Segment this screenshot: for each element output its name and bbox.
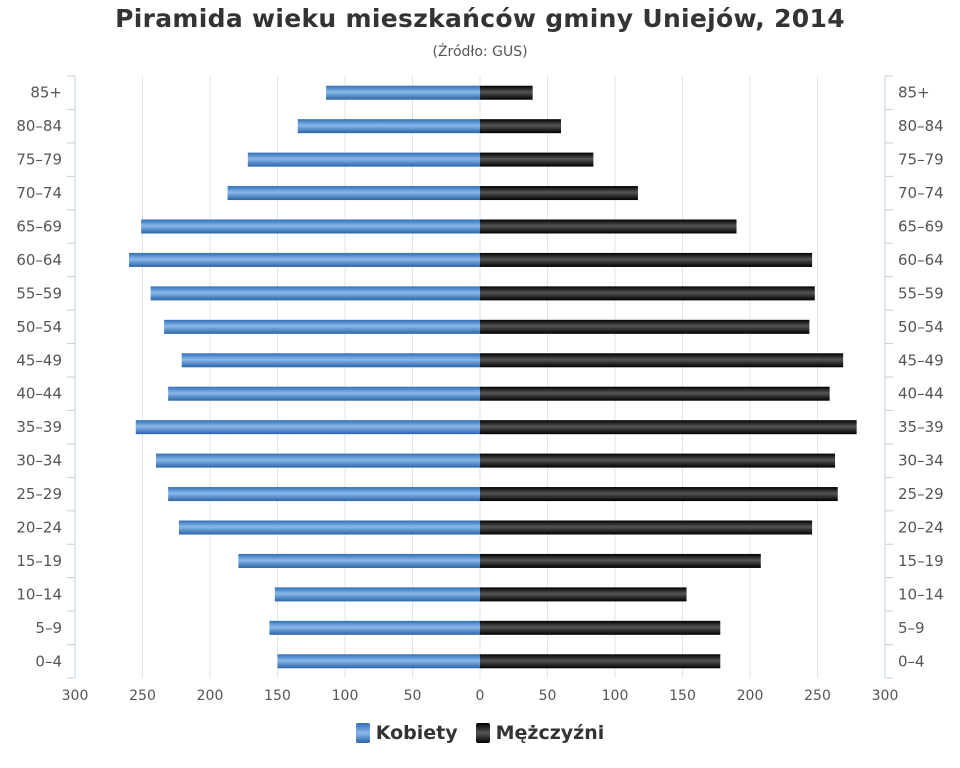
bar-women[interactable] bbox=[274, 587, 480, 602]
bar-women[interactable] bbox=[141, 219, 480, 234]
bar-women[interactable] bbox=[164, 319, 480, 334]
x-tick-label: 0 bbox=[476, 688, 485, 704]
category-label-right: 30–34 bbox=[898, 452, 944, 470]
bar-women[interactable] bbox=[277, 654, 481, 669]
bar-women[interactable] bbox=[129, 252, 480, 267]
bar-men[interactable] bbox=[480, 420, 857, 435]
category-label-right: 65–69 bbox=[898, 218, 944, 236]
legend-item-women[interactable]: Kobiety bbox=[355, 722, 458, 744]
bar-men[interactable] bbox=[480, 620, 721, 635]
category-label-right: 25–29 bbox=[898, 485, 944, 503]
bar-men[interactable] bbox=[480, 286, 815, 301]
category-label-left: 55–59 bbox=[16, 284, 62, 302]
bar-women[interactable] bbox=[168, 386, 480, 401]
category-label-left: 85+ bbox=[30, 84, 62, 102]
bar-women[interactable] bbox=[297, 119, 480, 134]
category-label-right: 5–9 bbox=[898, 619, 925, 637]
bar-men[interactable] bbox=[480, 453, 836, 468]
category-label-right: 10–14 bbox=[898, 585, 944, 603]
legend-label-men: Mężczyźni bbox=[495, 722, 605, 744]
bar-women[interactable] bbox=[156, 453, 480, 468]
category-label-left: 0–4 bbox=[35, 652, 62, 670]
bar-men[interactable] bbox=[480, 353, 844, 368]
category-label-right: 40–44 bbox=[898, 385, 944, 403]
category-label-left: 45–49 bbox=[16, 351, 62, 369]
legend-swatch-women bbox=[355, 723, 370, 743]
category-label-right: 75–79 bbox=[898, 151, 944, 169]
legend-label-women: Kobiety bbox=[375, 722, 458, 744]
category-label-right: 35–39 bbox=[898, 418, 944, 436]
bar-men[interactable] bbox=[480, 386, 830, 401]
bar-men[interactable] bbox=[480, 487, 838, 502]
bar-men[interactable] bbox=[480, 152, 594, 167]
chart-subtitle: (Źródło: GUS) bbox=[432, 44, 528, 60]
category-label-left: 60–64 bbox=[16, 251, 62, 269]
bar-women[interactable] bbox=[326, 85, 480, 100]
category-label-right: 55–59 bbox=[898, 284, 944, 302]
category-label-left: 25–29 bbox=[16, 485, 62, 503]
x-tick-label: 200 bbox=[197, 688, 224, 704]
x-tick-label: 150 bbox=[264, 688, 291, 704]
category-label-left: 80–84 bbox=[16, 117, 62, 135]
bar-men[interactable] bbox=[480, 520, 813, 535]
legend: Kobiety Mężczyźni bbox=[0, 722, 960, 744]
bar-men[interactable] bbox=[480, 219, 737, 234]
category-label-left: 10–14 bbox=[16, 585, 62, 603]
x-tick-label: 250 bbox=[129, 688, 156, 704]
bar-men[interactable] bbox=[480, 119, 561, 134]
category-label-right: 70–74 bbox=[898, 184, 944, 202]
bar-men[interactable] bbox=[480, 587, 687, 602]
category-label-left: 65–69 bbox=[16, 218, 62, 236]
x-tick-label: 150 bbox=[669, 688, 696, 704]
x-tick-label: 100 bbox=[332, 688, 359, 704]
category-label-left: 70–74 bbox=[16, 184, 62, 202]
bar-women[interactable] bbox=[227, 186, 480, 201]
x-tick-label: 200 bbox=[737, 688, 764, 704]
bar-women[interactable] bbox=[135, 420, 480, 435]
category-label-right: 20–24 bbox=[898, 519, 944, 537]
bar-men[interactable] bbox=[480, 85, 533, 100]
bar-women[interactable] bbox=[178, 520, 480, 535]
category-label-right: 0–4 bbox=[898, 652, 925, 670]
x-tick-label: 50 bbox=[539, 688, 557, 704]
legend-swatch-men bbox=[475, 723, 490, 743]
category-label-right: 45–49 bbox=[898, 351, 944, 369]
category-label-left: 5–9 bbox=[35, 619, 62, 637]
category-label-left: 35–39 bbox=[16, 418, 62, 436]
category-label-left: 50–54 bbox=[16, 318, 62, 336]
chart-title: Piramida wieku mieszkańców gminy Uniejów… bbox=[115, 4, 845, 33]
x-tick-label: 50 bbox=[404, 688, 422, 704]
bar-men[interactable] bbox=[480, 186, 638, 201]
category-label-left: 40–44 bbox=[16, 385, 62, 403]
bar-men[interactable] bbox=[480, 553, 761, 568]
bar-women[interactable] bbox=[181, 353, 480, 368]
category-label-left: 30–34 bbox=[16, 452, 62, 470]
bar-women[interactable] bbox=[150, 286, 480, 301]
category-label-left: 15–19 bbox=[16, 552, 62, 570]
category-label-right: 85+ bbox=[898, 84, 930, 102]
x-tick-label: 300 bbox=[872, 688, 899, 704]
category-label-left: 20–24 bbox=[16, 519, 62, 537]
bar-men[interactable] bbox=[480, 252, 813, 267]
category-label-left: 75–79 bbox=[16, 151, 62, 169]
category-label-right: 80–84 bbox=[898, 117, 944, 135]
bar-women[interactable] bbox=[168, 487, 480, 502]
category-label-right: 50–54 bbox=[898, 318, 944, 336]
category-label-right: 15–19 bbox=[898, 552, 944, 570]
bar-women[interactable] bbox=[238, 553, 480, 568]
x-tick-label: 100 bbox=[602, 688, 629, 704]
category-label-right: 60–64 bbox=[898, 251, 944, 269]
legend-item-men[interactable]: Mężczyźni bbox=[475, 722, 605, 744]
bar-men[interactable] bbox=[480, 319, 810, 334]
x-tick-label: 250 bbox=[804, 688, 831, 704]
bar-women[interactable] bbox=[247, 152, 480, 167]
bar-women[interactable] bbox=[269, 620, 480, 635]
x-tick-label: 300 bbox=[62, 688, 89, 704]
bar-men[interactable] bbox=[480, 654, 721, 669]
